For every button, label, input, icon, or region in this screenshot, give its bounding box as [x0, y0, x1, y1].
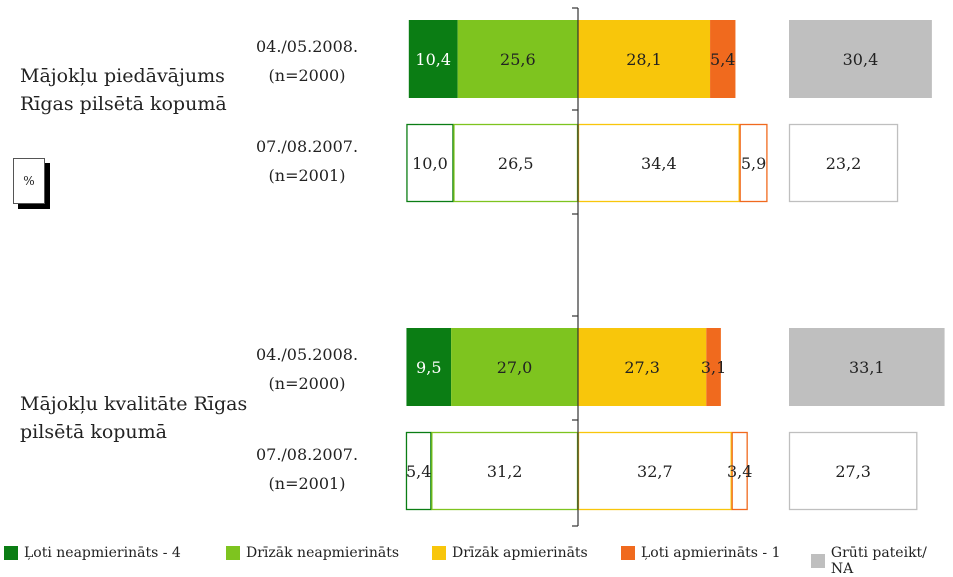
legend-label: Ļoti apmierināts - 1: [641, 545, 781, 561]
row-label-g1-r0: 04./05.2008. (n=2000): [252, 340, 362, 398]
bar-rather-satisfied-g1-r1: [577, 431, 732, 511]
bar-very-dissatisfied-g0-r0: [408, 20, 458, 98]
data-label-hard-to-say-g0-r1: 23,2: [826, 154, 862, 173]
data-label-rather-dissatisfied-g0-r0: 25,6: [500, 50, 536, 69]
legend-item-very-dissatisfied: Ļoti neapmierināts - 4: [4, 545, 181, 561]
legend-item-rather-satisfied: Drīzāk apmierināts: [432, 545, 588, 561]
group-label-housing-offer: Mājokļu piedāvājums Rīgas pilsētā kopumā: [20, 65, 227, 115]
data-label-rather-dissatisfied-g1-r1: 31,2: [487, 462, 523, 481]
bar-hard-to-say-g0-r0: [789, 20, 932, 98]
row-period: 07./08.2007.: [255, 137, 359, 156]
row-n: (n=2001): [268, 474, 346, 493]
row-period: 04./05.2008.: [255, 37, 359, 56]
data-label-very-dissatisfied-g0-r1: 10,0: [412, 154, 448, 173]
data-label-rather-dissatisfied-g0-r1: 26,5: [498, 154, 534, 173]
data-label-very-satisfied-g1-r1: 3,4: [727, 462, 752, 481]
legend-swatch: [432, 546, 446, 560]
row-label-g0-r1: 07./08.2007. (n=2001): [252, 132, 362, 190]
data-label-very-dissatisfied-g1-r0: 9,5: [416, 358, 441, 377]
bar-very-satisfied-g1-r1: [731, 431, 748, 511]
bar-rather-satisfied-g1-r0: [578, 328, 707, 406]
unit-label-box: %: [13, 158, 45, 204]
bar-rather-dissatisfied-g0-r1: [453, 123, 579, 203]
data-label-hard-to-say-g1-r1: 27,3: [835, 462, 871, 481]
bar-very-satisfied-g1-r0: [706, 328, 721, 406]
row-n: (n=2000): [268, 374, 346, 393]
bar-hard-to-say-g1-r1: [788, 431, 918, 511]
legend-swatch: [226, 546, 240, 560]
row-n: (n=2001): [268, 166, 346, 185]
bar-very-satisfied-g0-r0: [710, 20, 736, 98]
legend-swatch: [4, 546, 18, 560]
row-n: (n=2000): [268, 66, 346, 85]
legend-item-hard-to-say: Grūti pateikt/ NA: [811, 545, 953, 577]
data-label-rather-satisfied-g1-r1: 32,7: [637, 462, 673, 481]
legend-item-very-satisfied: Ļoti apmierināts - 1: [621, 545, 781, 561]
bar-very-dissatisfied-g0-r1: [406, 123, 454, 203]
bar-very-dissatisfied-g1-r0: [406, 328, 452, 406]
data-label-very-dissatisfied-g1-r1: 5,4: [406, 462, 431, 481]
legend-swatch: [811, 554, 825, 568]
bar-rather-dissatisfied-g1-r0: [451, 328, 578, 406]
data-label-rather-satisfied-g0-r1: 34,4: [641, 154, 677, 173]
bar-rather-satisfied-g0-r1: [577, 123, 740, 203]
legend-label: Drīzāk neapmierināts: [246, 545, 400, 561]
unit-label: %: [23, 174, 35, 188]
group-label-housing-quality: Mājokļu kvalitāte Rīgas pilsētā kopumā: [20, 393, 248, 443]
data-label-hard-to-say-g0-r0: 30,4: [843, 50, 879, 69]
data-label-very-dissatisfied-g0-r0: 10,4: [415, 50, 451, 69]
row-period: 04./05.2008.: [255, 345, 359, 364]
data-label-very-satisfied-g1-r0: 3,1: [701, 358, 726, 377]
row-label-g1-r1: 07./08.2007. (n=2001): [252, 440, 362, 498]
data-label-rather-satisfied-g1-r0: 27,3: [624, 358, 660, 377]
bar-very-dissatisfied-g1-r1: [405, 431, 432, 511]
legend-label: Drīzāk apmierināts: [452, 545, 588, 561]
legend-label: Ļoti neapmierināts - 4: [24, 545, 181, 561]
data-label-very-satisfied-g0-r0: 5,4: [710, 50, 735, 69]
bar-hard-to-say-g1-r0: [789, 328, 945, 406]
data-label-rather-satisfied-g0-r0: 28,1: [626, 50, 662, 69]
bar-hard-to-say-g0-r1: [788, 123, 899, 203]
bar-rather-dissatisfied-g1-r1: [431, 431, 579, 511]
data-label-hard-to-say-g1-r0: 33,1: [849, 358, 885, 377]
bar-rather-dissatisfied-g0-r0: [457, 20, 578, 98]
legend: Ļoti neapmierināts - 4 Drīzāk neapmierin…: [0, 542, 953, 577]
legend-swatch: [621, 546, 635, 560]
legend-item-rather-dissatisfied: Drīzāk neapmierināts: [226, 545, 399, 561]
bar-very-satisfied-g0-r1: [739, 123, 768, 203]
row-label-g0-r0: 04./05.2008. (n=2000): [252, 32, 362, 90]
row-period: 07./08.2007.: [255, 445, 359, 464]
data-label-rather-dissatisfied-g1-r0: 27,0: [497, 358, 533, 377]
bar-rather-satisfied-g0-r0: [578, 20, 711, 98]
legend-label: Grūti pateikt/ NA: [830, 545, 927, 577]
data-label-very-satisfied-g0-r1: 5,9: [741, 154, 766, 173]
diverging-bar-chart: 10,4 25,6 28,1 5,4 30,4 10,0 26,5 34,4 5,9 23,2 9,…: [405, 7, 945, 527]
